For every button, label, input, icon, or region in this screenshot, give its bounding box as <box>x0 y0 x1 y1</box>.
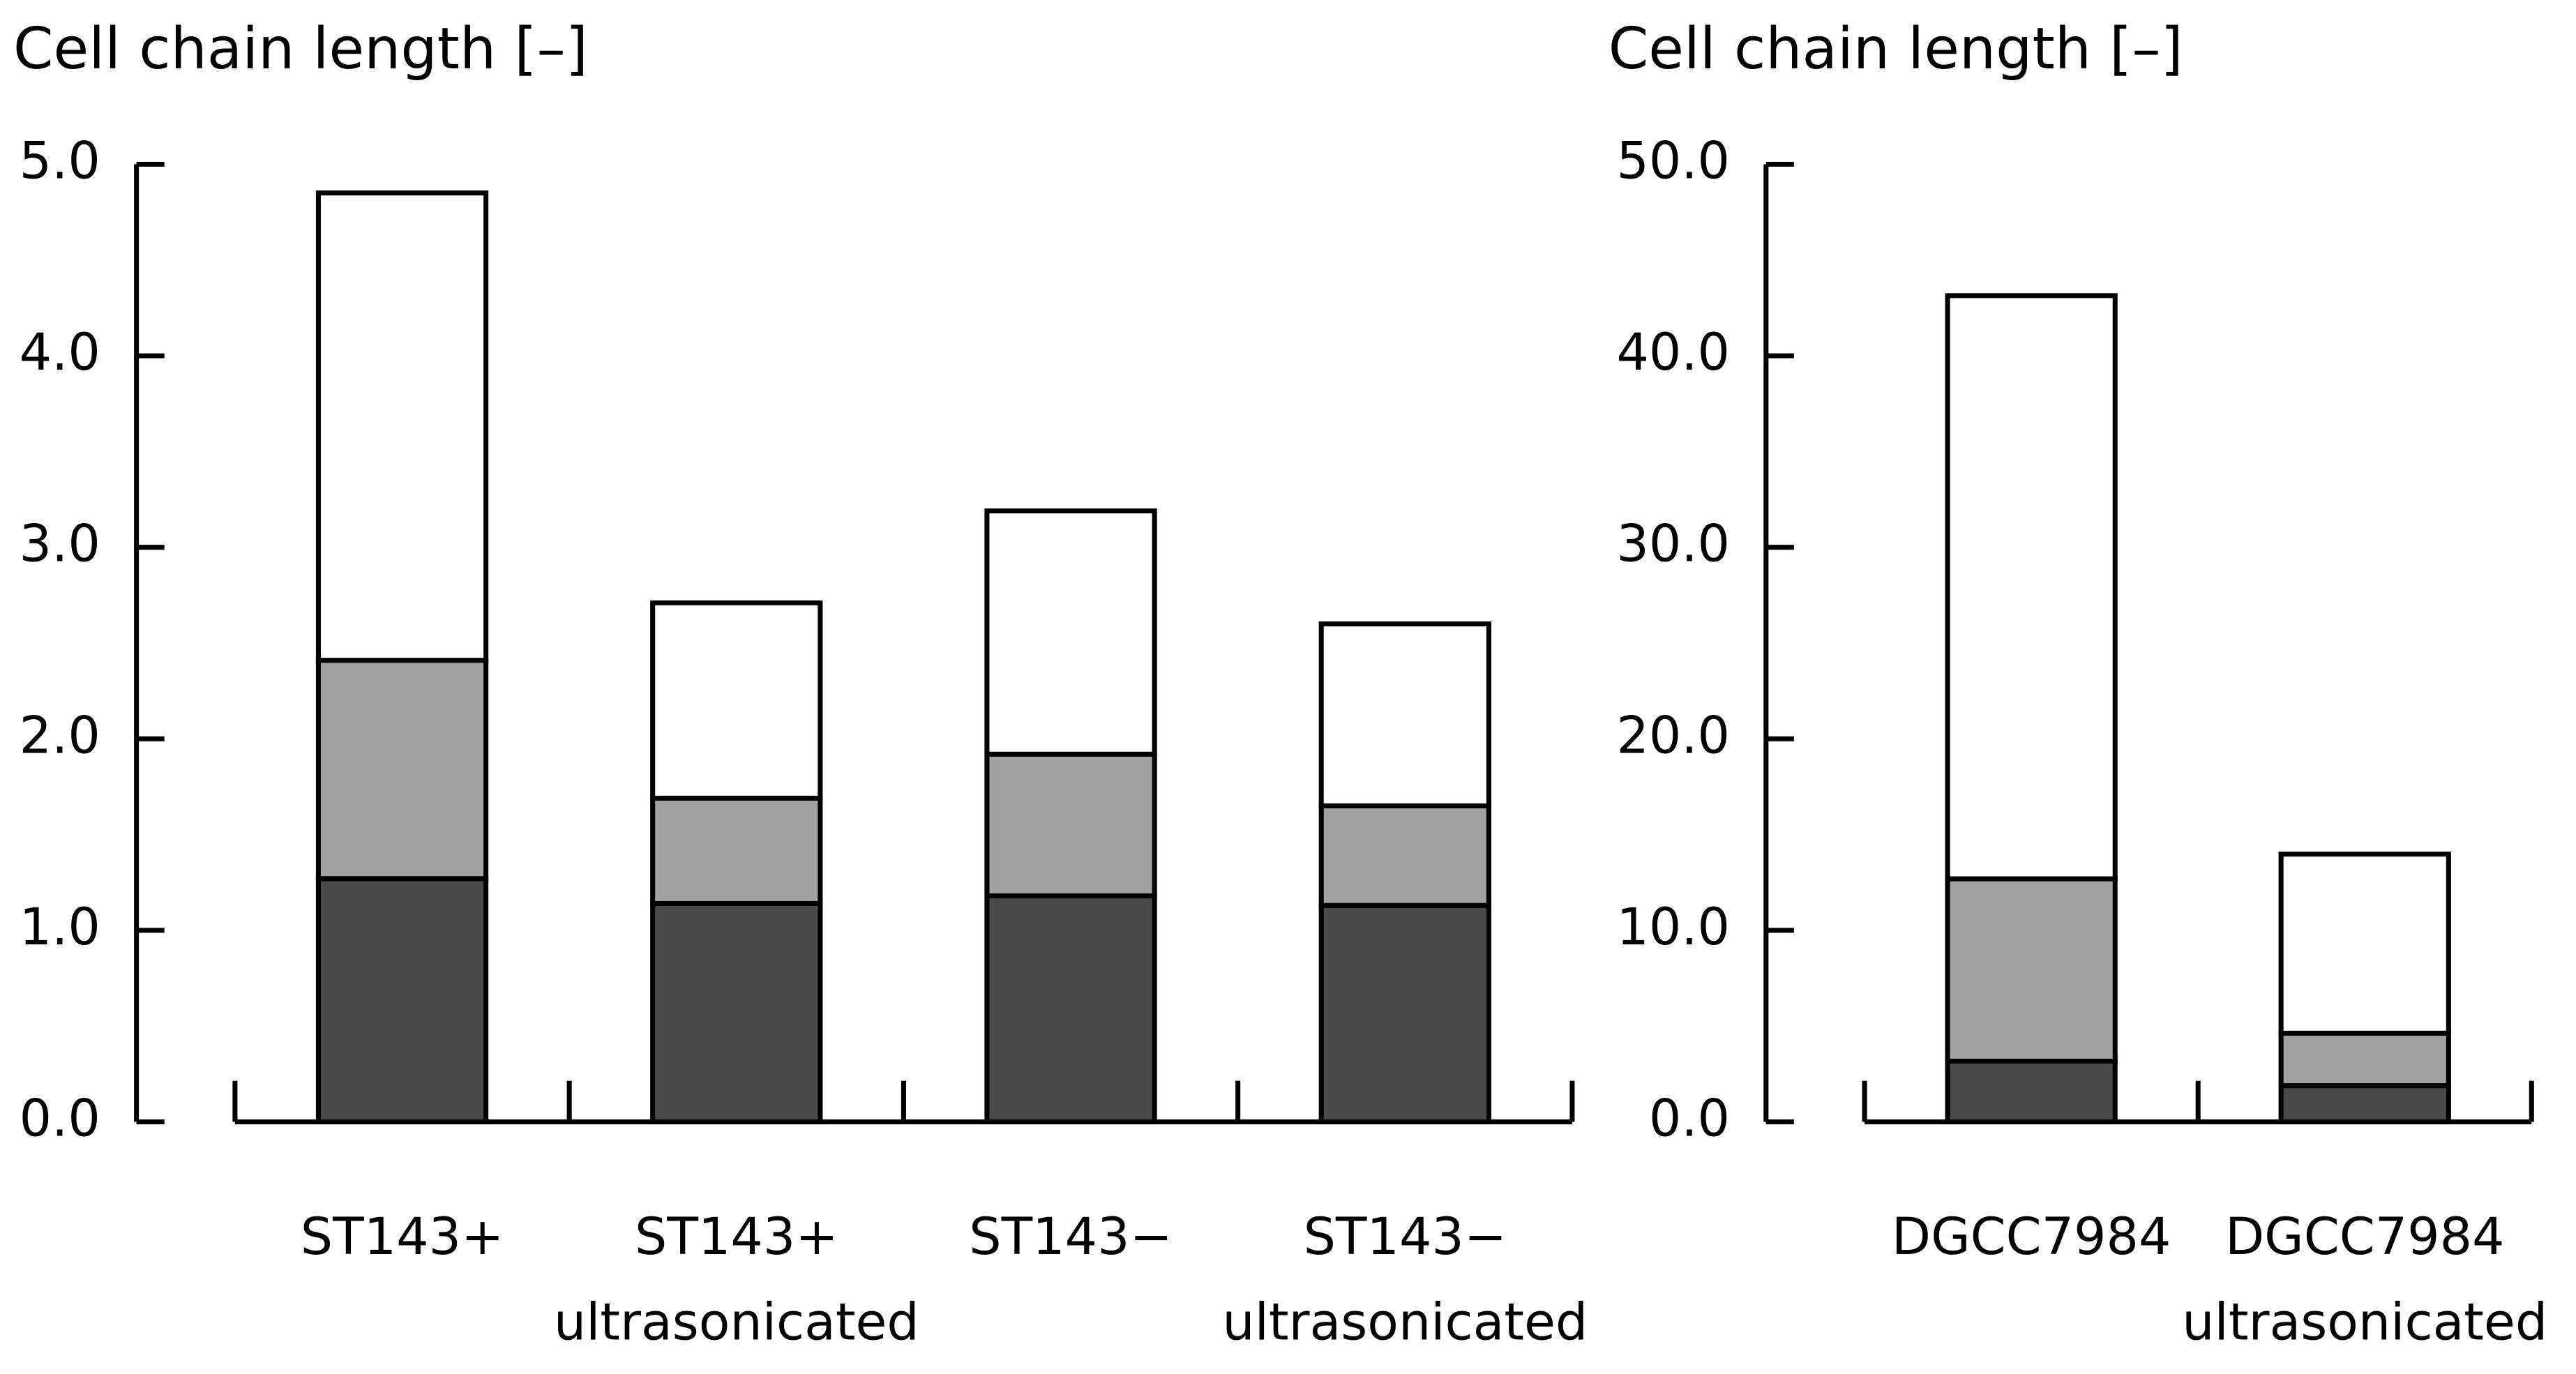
bar-segment <box>1318 621 1491 808</box>
bar-segment <box>2278 852 2451 1036</box>
y-tick-label: 2.0 <box>20 706 100 765</box>
x-tick-label: ultrasonicated <box>554 1293 919 1352</box>
bar-segment <box>1318 903 1491 1125</box>
x-tick-label: ST143+ <box>635 1207 838 1267</box>
x-tick-label: ultrasonicated <box>1222 1293 1588 1352</box>
y-axis-title: Cell chain length [–] <box>1609 15 2183 82</box>
y-tick-label: 10.0 <box>1616 898 1730 957</box>
bar-segment <box>650 600 823 801</box>
bar-segment <box>650 900 823 1125</box>
bar-segment <box>315 190 489 663</box>
x-tick-label: ST143− <box>969 1207 1172 1267</box>
x-tick-label: ST143− <box>1304 1207 1507 1267</box>
bar-segment <box>1945 876 2118 1064</box>
bar-segment <box>315 876 489 1125</box>
y-tick-label: 1.0 <box>20 898 100 957</box>
y-tick-label: 50.0 <box>1616 132 1730 191</box>
x-tick-label: ST143+ <box>301 1207 504 1267</box>
bar-segment <box>984 508 1157 757</box>
bar-segment <box>650 795 823 906</box>
x-tick-label: DGCC7984 <box>2225 1207 2505 1267</box>
y-tick-label: 0.0 <box>1649 1089 1730 1149</box>
bar-segment <box>2278 1030 2451 1089</box>
bar-segment <box>984 893 1157 1125</box>
y-tick-label: 3.0 <box>20 515 100 574</box>
y-tick-label: 20.0 <box>1616 706 1730 765</box>
y-tick-label: 4.0 <box>20 323 100 382</box>
x-tick-label: DGCC7984 <box>1892 1207 2171 1267</box>
y-tick-label: 5.0 <box>20 132 100 191</box>
y-tick-label: 40.0 <box>1616 323 1730 382</box>
y-axis-title: Cell chain length [–] <box>13 15 588 82</box>
y-tick-label: 30.0 <box>1616 515 1730 574</box>
bar-segment <box>1945 1058 2118 1125</box>
y-tick-label: 0.0 <box>20 1089 100 1149</box>
bar-segment <box>2278 1083 2451 1125</box>
bar-segment <box>315 658 489 882</box>
bar-segment <box>984 751 1157 899</box>
bar-segment <box>1318 803 1491 908</box>
x-tick-label: ultrasonicated <box>2182 1293 2547 1352</box>
bar-segment <box>1945 293 2118 882</box>
